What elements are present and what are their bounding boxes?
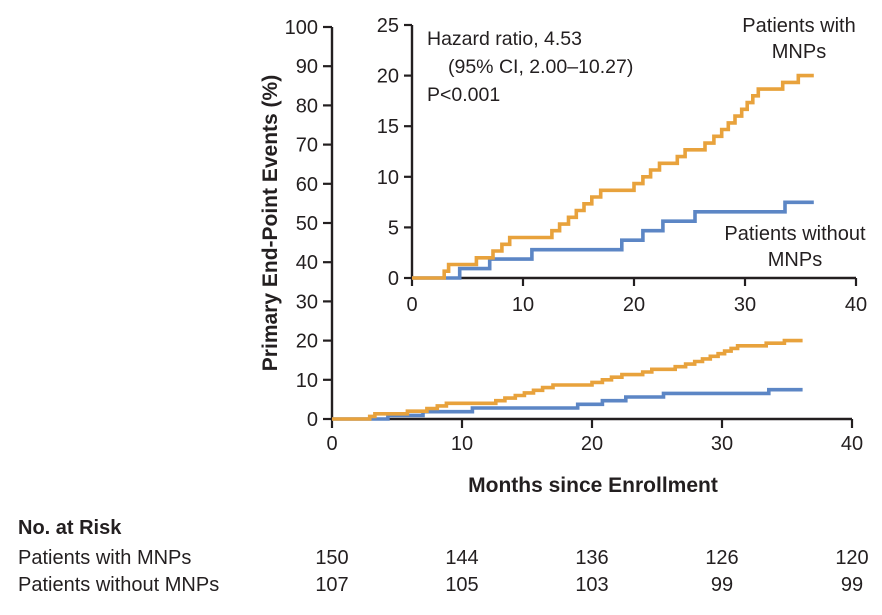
annotation-line-3: P<0.001	[427, 84, 501, 106]
series-label-without-mnps-line1: Patients without	[724, 223, 866, 245]
series-label-with-mnps-line2: MNPs	[771, 41, 827, 63]
inset-x-tick-label: 30	[734, 294, 756, 316]
series-label-with-mnps-line1: Patients with	[742, 15, 856, 37]
main-y-tick-label: 100	[285, 17, 318, 39]
inset-y-tick-label: 5	[388, 217, 399, 239]
main-y-tick-label: 30	[296, 291, 318, 313]
inset-x-tick-label: 40	[845, 294, 867, 316]
series-label-without-mnps: Patients without MNPs	[724, 221, 865, 273]
risk-count: 126	[705, 547, 739, 569]
inset-y-tick-label: 15	[377, 116, 399, 138]
risk-count: 103	[575, 574, 609, 596]
main-curve-patients-without-mnps	[332, 387, 803, 421]
risk-row-label: Patients without MNPs	[18, 574, 220, 596]
annotation-line-2: (95% CI, 2.00–10.27)	[448, 56, 634, 78]
inset-y-tick-label: 10	[377, 167, 399, 189]
main-y-tick-label: 80	[296, 95, 318, 117]
risk-table-row-with-mnps: Patients with MNPs 150 144 136 126 120	[0, 547, 882, 571]
main-y-tick-label: 0	[307, 409, 318, 431]
main-y-tick-label: 60	[296, 174, 318, 196]
main-y-tick-label: 10	[296, 370, 318, 392]
main-y-tick-label: 90	[296, 56, 318, 78]
inset-y-tick-label: 20	[377, 66, 399, 88]
risk-count: 136	[575, 547, 609, 569]
inset-y-tick-label: 25	[377, 15, 399, 37]
risk-row-label: Patients with MNPs	[18, 547, 192, 569]
y-axis-title: Primary End-Point Events (%)	[259, 74, 282, 372]
x-axis-title: Months since Enrollment	[468, 474, 718, 497]
inset-y-tick-label: 0	[388, 268, 399, 290]
inset-x-tick-label: 0	[406, 294, 417, 316]
inset-curve-patients-with-mnps	[412, 73, 814, 280]
hazard-ratio-annotation: Hazard ratio, 4.53 (95% CI, 2.00–10.27) …	[427, 25, 633, 109]
risk-count: 150	[315, 547, 349, 569]
annotation-line-1: Hazard ratio, 4.53	[427, 28, 583, 50]
risk-count: 105	[445, 574, 479, 596]
main-y-tick-label: 70	[296, 135, 318, 157]
main-x-tick-label: 40	[841, 433, 863, 455]
inset-x-tick-label: 20	[623, 294, 645, 316]
risk-count: 120	[835, 547, 869, 569]
main-x-tick-label: 0	[326, 433, 337, 455]
series-label-with-mnps: Patients with MNPs	[742, 13, 855, 65]
risk-count: 107	[315, 574, 349, 596]
inset-curve-patients-without-mnps	[412, 200, 814, 280]
main-y-tick-label: 40	[296, 252, 318, 274]
main-x-tick-label: 20	[581, 433, 603, 455]
main-curve-patients-with-mnps	[332, 338, 803, 421]
risk-count: 99	[710, 574, 734, 596]
risk-count: 144	[445, 547, 479, 569]
main-x-tick-label: 30	[711, 433, 733, 455]
main-x-tick-label: 10	[451, 433, 473, 455]
main-y-tick-label: 20	[296, 331, 318, 353]
inset-x-tick-label: 10	[512, 294, 534, 316]
series-label-without-mnps-line2: MNPs	[767, 249, 823, 271]
main-y-tick-label: 50	[296, 213, 318, 235]
risk-table-header: No. at Risk	[18, 517, 122, 539]
risk-count: 99	[840, 574, 864, 596]
risk-table-row-without-mnps: Patients without MNPs 107 105 103 99 99	[0, 574, 882, 598]
